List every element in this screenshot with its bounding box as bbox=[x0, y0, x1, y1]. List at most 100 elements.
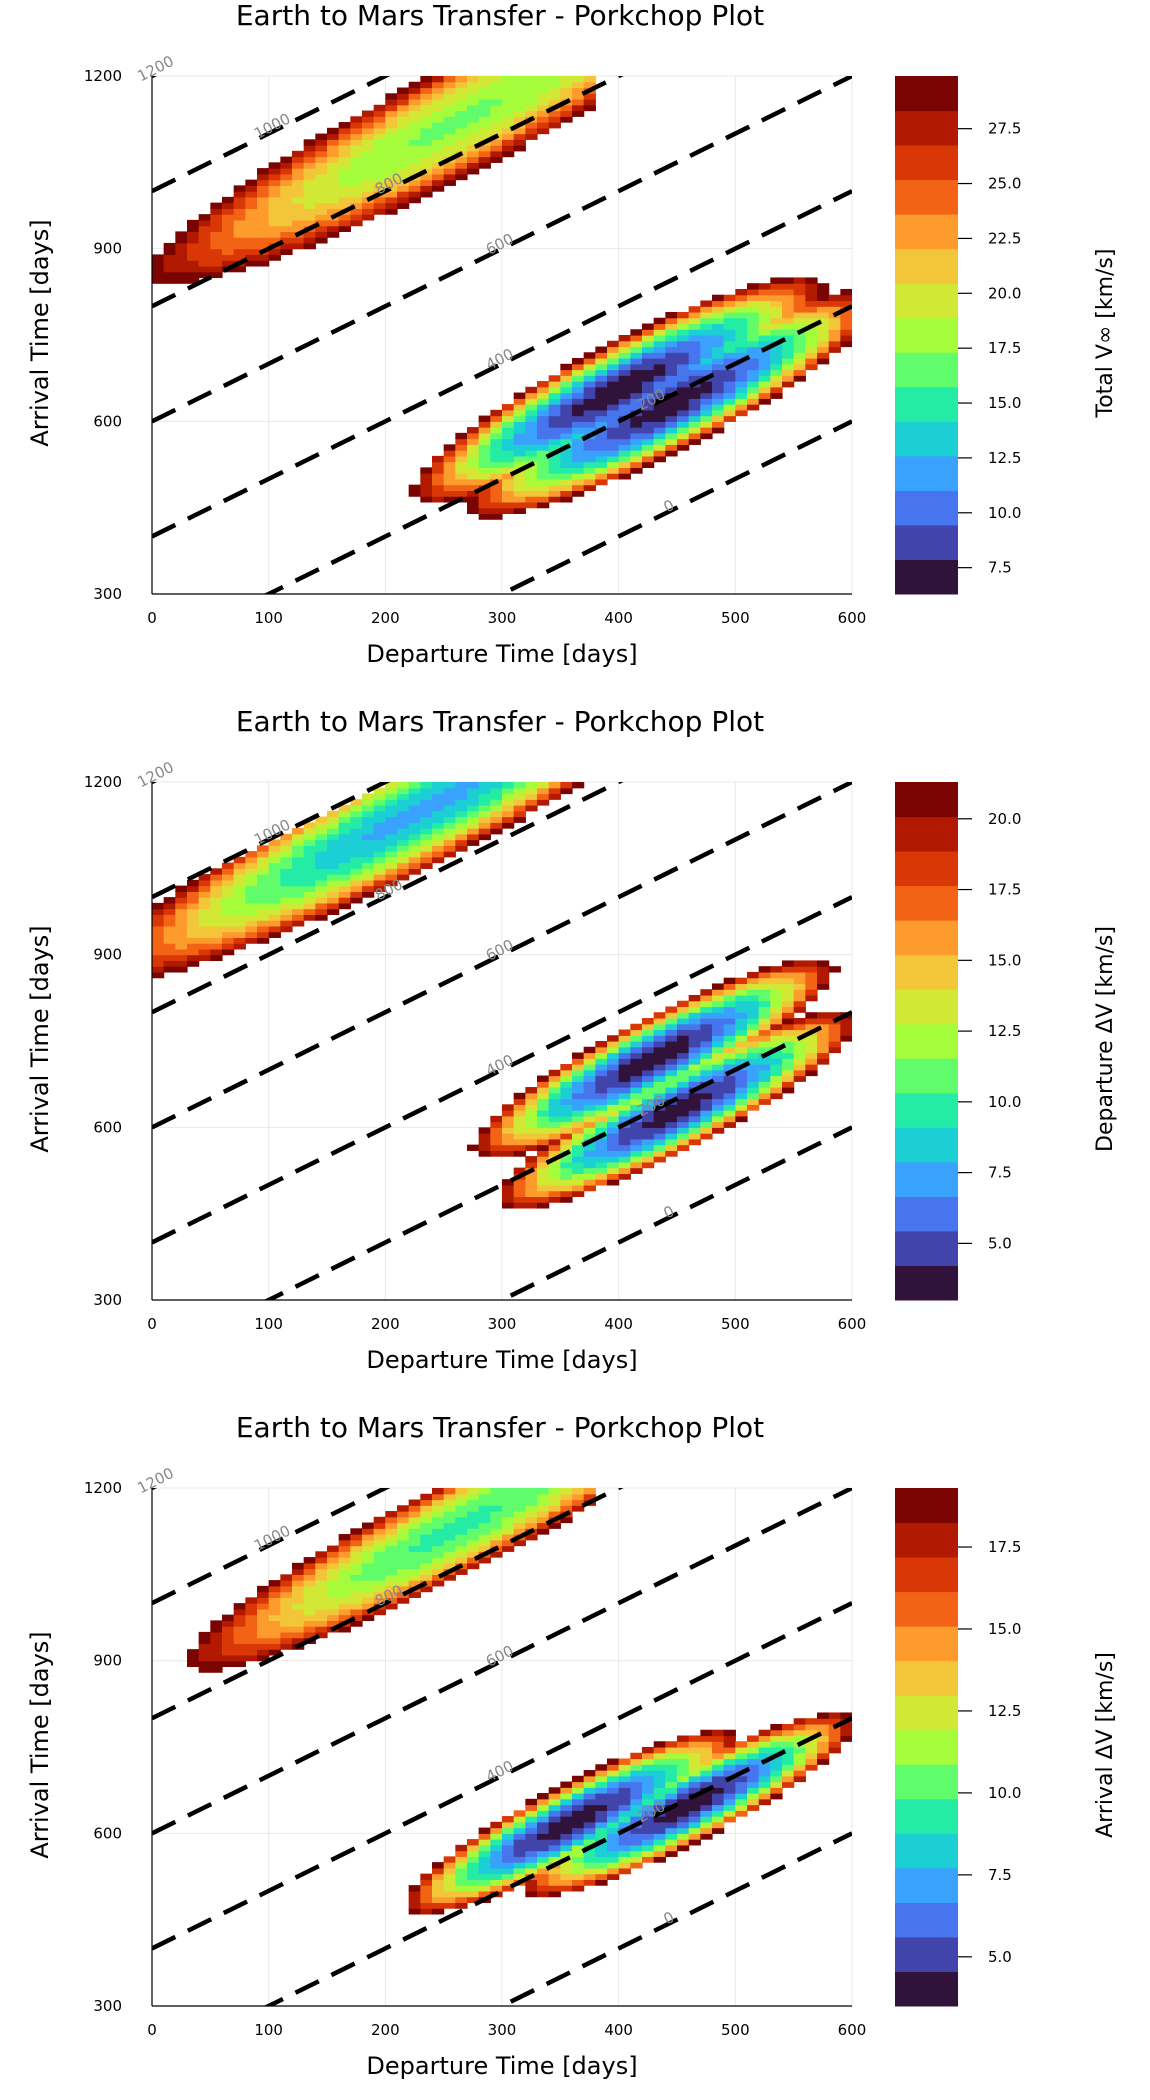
contour-cell bbox=[653, 1138, 666, 1146]
contour-cell bbox=[618, 461, 631, 468]
contour-cell bbox=[607, 1133, 620, 1140]
contour-cell bbox=[548, 1179, 561, 1186]
contour-cell bbox=[688, 1029, 701, 1036]
contour-cell bbox=[583, 427, 596, 434]
contour-cell bbox=[618, 1035, 631, 1042]
contour-cell bbox=[735, 1075, 748, 1082]
contour-cell bbox=[513, 427, 526, 434]
contour-cell bbox=[735, 340, 748, 348]
contour-cell bbox=[362, 168, 375, 175]
contour-cell bbox=[630, 386, 643, 394]
contour-cell bbox=[502, 1827, 515, 1834]
contour-cell bbox=[385, 1574, 398, 1581]
contour-cell bbox=[630, 1770, 643, 1777]
contour-cell bbox=[315, 231, 328, 238]
contour-cell bbox=[490, 507, 503, 515]
contour-cell bbox=[525, 1879, 538, 1886]
contour-cell bbox=[408, 862, 421, 869]
contour-cell bbox=[327, 851, 340, 858]
contour-cell bbox=[572, 1167, 585, 1174]
contour-cell bbox=[420, 110, 433, 117]
contour-cell bbox=[560, 116, 573, 123]
contour-cell bbox=[163, 920, 176, 927]
y-tick-label: 600 bbox=[93, 1118, 122, 1136]
contour-cell bbox=[782, 1046, 795, 1054]
contour-cell bbox=[665, 1069, 678, 1077]
contour-cell bbox=[292, 156, 305, 163]
contour-cell bbox=[793, 306, 806, 313]
contour-cell bbox=[782, 323, 795, 330]
contour-cell bbox=[758, 1764, 771, 1771]
contour-cell bbox=[397, 816, 410, 823]
contour-cell bbox=[560, 1098, 573, 1105]
contour-cell bbox=[490, 1867, 503, 1875]
contour-cell bbox=[222, 925, 235, 933]
contour-cell bbox=[280, 156, 293, 163]
contour-cell bbox=[560, 473, 573, 480]
contour-cell bbox=[408, 1591, 421, 1598]
contour-cell bbox=[490, 1844, 503, 1852]
contour-cell bbox=[490, 1833, 503, 1840]
contour-cell bbox=[817, 1723, 830, 1731]
contour-cell bbox=[642, 1115, 655, 1123]
contour-cell bbox=[712, 300, 725, 307]
contour-cell bbox=[770, 311, 783, 319]
contour-cell bbox=[455, 1499, 468, 1506]
contour-cell bbox=[303, 173, 316, 181]
contour-cell bbox=[478, 507, 491, 515]
contour-cell bbox=[397, 822, 410, 829]
contour-cell bbox=[525, 1161, 538, 1169]
contour-cell bbox=[700, 1041, 713, 1048]
contour-cell bbox=[700, 1046, 713, 1054]
contour-cell bbox=[490, 122, 503, 129]
contour-cell bbox=[583, 415, 596, 422]
contour-cell bbox=[758, 1081, 771, 1088]
contour-cell bbox=[350, 805, 363, 812]
contour-cell bbox=[607, 1770, 620, 1777]
contour-cell bbox=[362, 856, 375, 864]
contour-cell bbox=[688, 1804, 701, 1811]
contour-cell bbox=[210, 908, 223, 915]
contour-cell bbox=[467, 110, 480, 117]
contour-cell bbox=[548, 432, 561, 440]
contour-cell bbox=[478, 833, 491, 841]
contour-cell bbox=[583, 1804, 596, 1811]
contour-cell bbox=[700, 1064, 713, 1071]
contour-cell bbox=[712, 381, 725, 388]
contour-cell bbox=[712, 358, 725, 365]
contour-cell bbox=[397, 868, 410, 875]
contour-cell bbox=[257, 1626, 270, 1633]
contour-cell bbox=[665, 1741, 678, 1748]
contour-cell bbox=[747, 335, 760, 342]
contour-cell bbox=[327, 839, 340, 846]
colorbar-tick-label: 10.0 bbox=[988, 504, 1021, 522]
contour-cell bbox=[525, 104, 538, 112]
contour-cell bbox=[315, 885, 328, 892]
contour-cell bbox=[257, 237, 270, 244]
contour-cell bbox=[677, 1816, 690, 1823]
contour-cell bbox=[432, 1539, 445, 1547]
tof-line bbox=[152, 1488, 852, 1836]
contour-cell bbox=[595, 381, 608, 388]
contour-cell bbox=[233, 925, 246, 933]
contour-cell bbox=[362, 110, 375, 117]
contour-cell bbox=[513, 404, 526, 411]
colorbar-segment bbox=[895, 490, 958, 526]
contour-cell bbox=[618, 1064, 631, 1071]
porkchop-panel-3: Earth to Mars Transfer - Porkchop Plot12… bbox=[26, 1411, 1118, 2080]
contour-cell bbox=[303, 1608, 316, 1616]
contour-cell bbox=[502, 478, 515, 486]
contour-cell bbox=[338, 897, 351, 904]
contour-cell bbox=[537, 1516, 550, 1524]
contour-cell bbox=[245, 231, 258, 238]
contour-cell bbox=[583, 398, 596, 405]
contour-cell bbox=[688, 1821, 701, 1829]
contour-cell bbox=[478, 1516, 491, 1524]
contour-cell bbox=[723, 1052, 736, 1059]
contour-cell bbox=[455, 799, 468, 806]
contour-cell bbox=[152, 914, 165, 921]
contour-cell bbox=[700, 323, 713, 330]
contour-cell bbox=[653, 1741, 666, 1748]
contour-cell bbox=[770, 1052, 783, 1059]
contour-cell bbox=[723, 989, 736, 996]
